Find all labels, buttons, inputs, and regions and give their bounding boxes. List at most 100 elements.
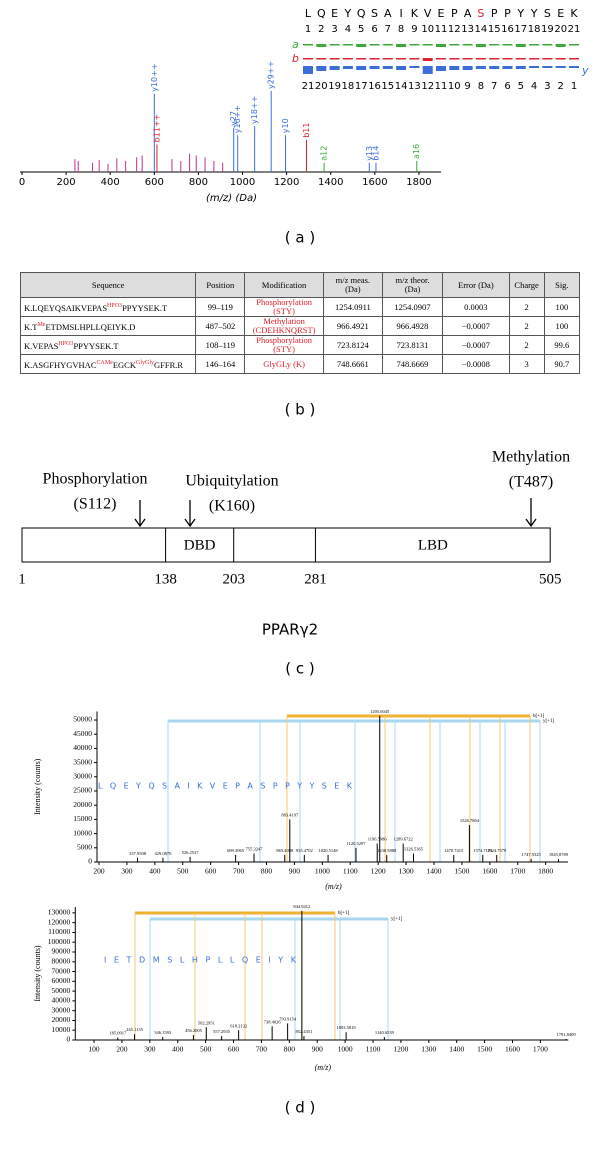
residue-position: 505 (539, 571, 562, 587)
sequence-text: K.VEPAS (24, 340, 59, 351)
x-tick-label: 1300 (399, 867, 414, 876)
y-ion-segment (515, 66, 526, 69)
peak-label: y27 (229, 111, 238, 126)
residue: E (438, 7, 445, 20)
peak-label: 1196.5986 (368, 837, 388, 842)
peak-label: a12 (320, 146, 329, 161)
residue-number: 21 (568, 24, 581, 35)
x-tick-label: 800 (261, 867, 273, 876)
x-tick-label: 1300 (421, 1045, 436, 1054)
ion-y: y (581, 64, 589, 77)
x-tick-label: 1200 (274, 177, 299, 188)
peak-label: 935.4702 (296, 848, 313, 853)
y-tick-label: 60000 (52, 976, 71, 985)
residue-number: 15 (488, 24, 501, 35)
y-axis-label: Intensity (counts) (33, 758, 42, 815)
residue-number: 8 (398, 24, 404, 35)
y-ion-segment (409, 66, 420, 68)
sequence-cell: K.TMeETDMSLHPLLQEIYK.D (19, 316, 197, 336)
modification-cell: GlyGLy (K) (244, 354, 324, 374)
x-tick-label: 1700 (510, 867, 525, 876)
y-ion-segment (502, 66, 513, 69)
a-ion-segment (422, 44, 433, 46)
charge-cell: 2 (508, 316, 545, 336)
a-ion-segment (409, 44, 420, 46)
y-ion-segment (356, 66, 367, 70)
sequence-text: PPYYSEK.T (73, 340, 119, 351)
x-tick-label: 0 (19, 177, 25, 188)
b-ion-segment (569, 58, 579, 60)
residue-number: 16 (501, 24, 514, 35)
y-ion-label: y[+1] (543, 719, 554, 724)
peak-label: 1020.5148 (318, 848, 338, 853)
x-tick-label: 1500 (454, 867, 469, 876)
y-tick-label: 0 (88, 857, 92, 866)
y-tick-label: 50000 (73, 715, 92, 724)
modification-text: GlyGLy (K) (263, 358, 305, 369)
x-tick-label: 1100 (366, 1045, 381, 1054)
modification-text: Phosphorylation (256, 297, 312, 307)
site-residue: (K160) (209, 498, 255, 515)
residue-number: 9 (464, 81, 470, 92)
sequence-cell: K.VEPASHPO3PPYYSEK.T (19, 335, 197, 355)
modification-text: (STY) (273, 306, 295, 316)
a-ion-segment (462, 44, 473, 46)
b-ion-segment (356, 58, 367, 60)
charge-cell: 2 (508, 297, 545, 317)
site-residue: (S112) (74, 496, 117, 513)
a-ion-segment (502, 44, 513, 46)
y-ion-segment (555, 66, 566, 68)
y-tick-label: 130000 (48, 908, 71, 917)
residue-number: 14 (395, 81, 408, 92)
caption: ( c ) (285, 660, 315, 678)
y-tick-label: 40000 (73, 743, 92, 752)
modification-tag: GlyGly (135, 359, 154, 366)
caption: ( b ) (285, 401, 316, 419)
peak-label: 1470.7415 (444, 848, 464, 853)
caption: ( d ) (285, 1099, 316, 1117)
modification-text: Phosphorylation (256, 335, 312, 345)
mz-theor-cell: 748.6669 (381, 354, 444, 374)
y-tick-label: 20000 (73, 800, 92, 809)
residue-number: 1 (571, 81, 577, 92)
peak-label: 245.1135 (126, 1027, 143, 1032)
b-ion-segment (409, 58, 420, 60)
a-ion-segment (449, 44, 460, 46)
column-header: Position (195, 272, 246, 298)
b-ion-segment (316, 58, 327, 60)
table-row: K.LQEYQSAIKVEPASHPO3PPYYSEK.T 99–119 Phosp… (19, 297, 581, 317)
peak-label: 557.2935 (213, 1029, 231, 1034)
x-tick-label: 1600 (482, 867, 497, 876)
peak-label: 1205.6045 (370, 709, 390, 714)
peak-label: 1574.7175 (473, 848, 493, 853)
peak-label: y18++ (250, 96, 259, 124)
residue-number: 12 (421, 81, 434, 92)
residue-number: 20 (315, 81, 328, 92)
y-tick-label: 15000 (73, 814, 92, 823)
residue-position: 203 (222, 571, 245, 587)
y-tick-label: 5000 (77, 843, 92, 852)
residue-number: 10 (421, 24, 434, 35)
residue-number: 20 (554, 24, 567, 35)
residue-number: 18 (528, 24, 541, 35)
peak-label: 346.1593 (154, 1030, 172, 1035)
ion-b: b (292, 52, 299, 65)
residue-number: 6 (371, 24, 377, 35)
residue: Q (357, 7, 366, 20)
y-tick-label: 120000 (48, 917, 71, 926)
x-tick-label: 200 (57, 177, 76, 188)
residue-number: 7 (491, 81, 497, 92)
x-tick-label: 1000 (315, 867, 330, 876)
y-ion-segment (569, 66, 579, 68)
sig-cell: 90.7 (543, 354, 581, 374)
sequence-text: ETDMSLHPLLQEIYK.D (45, 321, 136, 332)
mz-meas-cell: 748.6661 (322, 354, 383, 374)
peak-label: y16++ (233, 105, 242, 133)
header-text: Sig. (555, 279, 569, 290)
residue: Y (344, 7, 352, 20)
residue: Q (317, 7, 326, 20)
residue-number: 9 (411, 24, 417, 35)
column-header: Charge (508, 272, 545, 298)
charge-cell: 2 (508, 335, 545, 355)
